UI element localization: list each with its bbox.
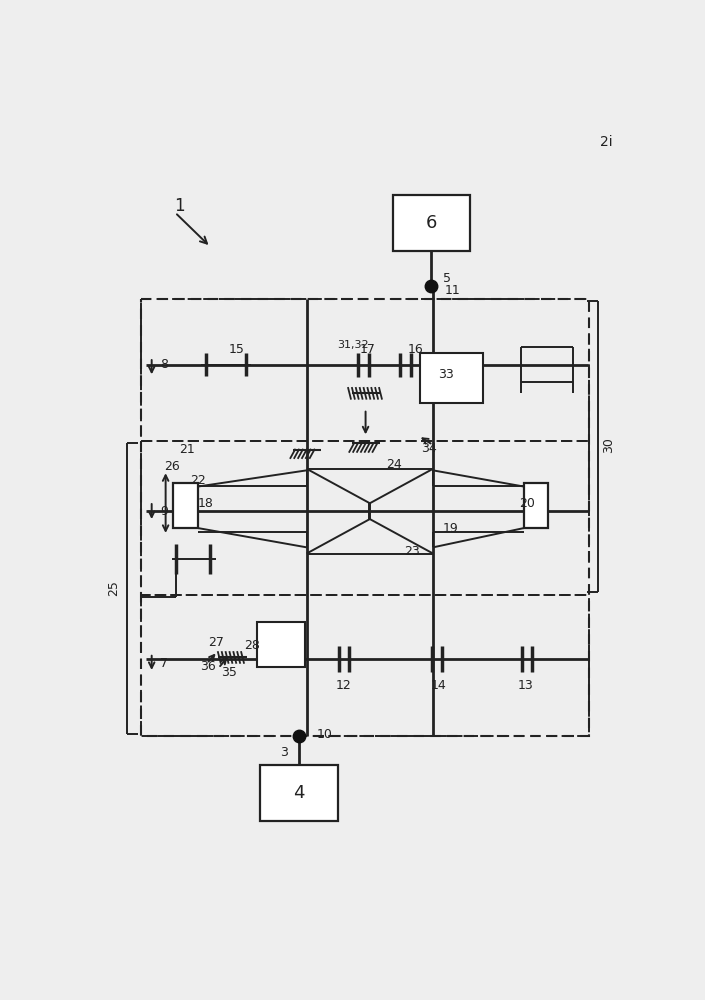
Text: 30: 30 — [603, 437, 615, 453]
Text: 36: 36 — [200, 660, 216, 673]
Text: 35: 35 — [221, 666, 237, 679]
Bar — [260, 765, 338, 821]
Text: 28: 28 — [245, 639, 260, 652]
Text: 11: 11 — [445, 284, 460, 297]
Bar — [393, 195, 470, 251]
Bar — [141, 299, 589, 736]
Text: 24: 24 — [386, 458, 402, 471]
Text: 17: 17 — [359, 343, 375, 356]
Text: 5: 5 — [443, 272, 451, 285]
Bar — [524, 483, 548, 528]
Text: 14: 14 — [431, 679, 446, 692]
Bar — [141, 595, 589, 736]
Text: 15: 15 — [229, 343, 245, 356]
Text: 18: 18 — [198, 497, 214, 510]
Text: 19: 19 — [443, 522, 459, 535]
Text: 26: 26 — [164, 460, 180, 473]
Text: 2i: 2i — [599, 135, 612, 149]
Text: 3: 3 — [280, 746, 288, 759]
Text: 1: 1 — [174, 197, 185, 215]
Text: 33: 33 — [439, 368, 454, 381]
Text: 4: 4 — [293, 784, 305, 802]
Text: 25: 25 — [107, 580, 120, 596]
Text: 20: 20 — [520, 497, 536, 510]
Text: 13: 13 — [518, 679, 534, 692]
Text: 12: 12 — [336, 679, 352, 692]
Bar — [257, 622, 305, 667]
Text: 34: 34 — [422, 442, 437, 455]
Bar — [173, 483, 198, 528]
Text: 21: 21 — [180, 443, 195, 456]
Bar — [141, 441, 589, 595]
Text: 10: 10 — [317, 728, 333, 741]
Text: 23: 23 — [404, 545, 420, 558]
Text: 16: 16 — [407, 343, 423, 356]
Text: 22: 22 — [190, 474, 206, 487]
Text: 6: 6 — [426, 214, 437, 232]
Text: 31,32: 31,32 — [338, 340, 369, 350]
Text: 8: 8 — [160, 358, 168, 371]
Bar — [141, 299, 589, 441]
Bar — [419, 353, 484, 403]
Text: 27: 27 — [208, 636, 224, 649]
Text: 7: 7 — [160, 657, 168, 670]
Text: 9: 9 — [160, 505, 168, 518]
